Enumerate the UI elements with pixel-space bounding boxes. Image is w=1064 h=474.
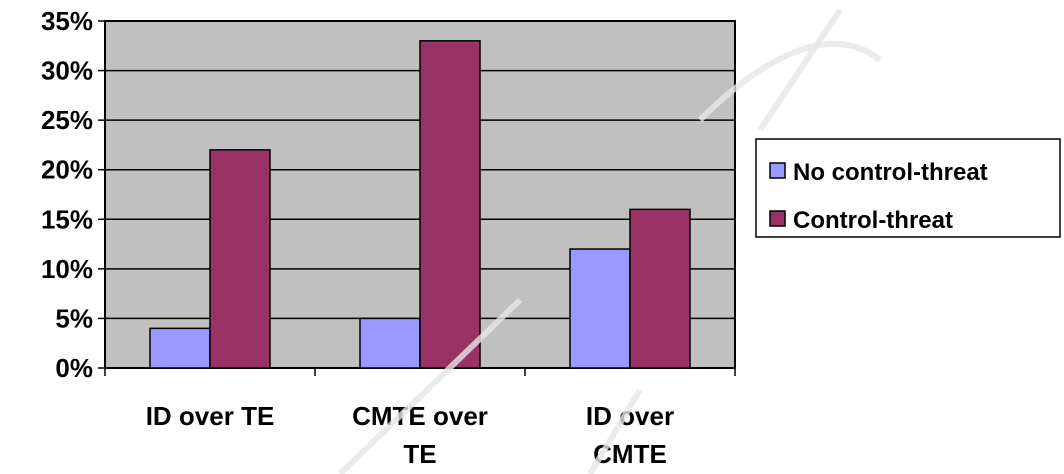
y-tick-label: 35% [41, 6, 93, 36]
y-tick-label: 5% [55, 303, 93, 333]
y-tick-label: 0% [55, 353, 93, 383]
legend: No control-threat Control-threat [755, 138, 1061, 238]
legend-label-control-threat: Control-threat [793, 207, 953, 234]
bar-control-threat-3 [629, 208, 691, 369]
bar-no-control-threat-2 [359, 317, 421, 369]
legend-label-no-control-threat: No control-threat [793, 159, 988, 186]
x-tick-label: ID over CMTE [586, 401, 674, 469]
y-tick-label: 15% [41, 204, 93, 234]
y-tick-label: 20% [41, 155, 93, 185]
x-tick-labels: ID over TE CMTE over TE ID over CMTE [146, 401, 674, 469]
bar-control-threat-2 [419, 40, 481, 369]
y-tick-label: 25% [41, 105, 93, 135]
y-tick-label: 30% [41, 56, 93, 86]
y-tick-labels: 0% 5% 10% 15% 20% 25% 30% 35% [41, 6, 93, 383]
bar-no-control-threat-3 [569, 248, 631, 369]
axes [98, 20, 736, 376]
bar-control-threat-1 [209, 149, 271, 369]
x-tick-label: ID over TE [146, 401, 275, 431]
legend-swatch-no-control-threat [769, 162, 786, 179]
legend-swatch-control-threat [769, 210, 786, 227]
y-tick-label: 10% [41, 254, 93, 284]
legend-box [755, 138, 1061, 238]
x-tick-label: CMTE over TE [352, 401, 488, 469]
bar-no-control-threat-1 [149, 327, 211, 369]
